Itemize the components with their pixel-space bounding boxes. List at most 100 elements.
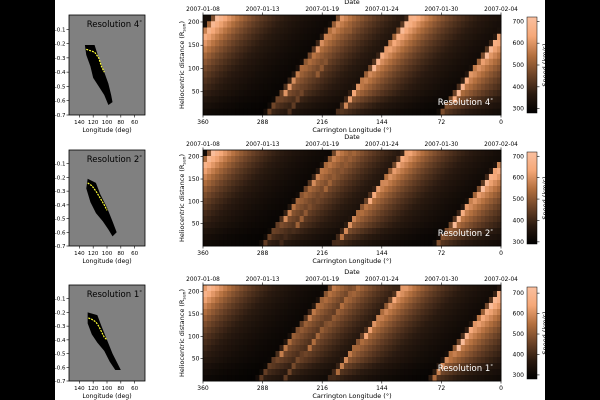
heatmap-cell <box>372 291 377 298</box>
heatmap-cell <box>215 102 220 110</box>
heatmap-cell <box>271 15 276 22</box>
heatmap-cell <box>372 174 377 181</box>
heatmap-cell <box>235 351 240 358</box>
heatmap-cell <box>352 52 357 60</box>
heatmap-cell <box>215 321 220 328</box>
x-tick-label: 100 <box>102 120 113 126</box>
heatmap-cell <box>299 222 305 229</box>
heatmap-cell <box>360 216 365 223</box>
x-tick-label: 60 <box>131 386 138 392</box>
heatmap-cell <box>343 285 349 292</box>
heatmap-cell <box>360 33 365 41</box>
heatmap-cell <box>464 240 470 247</box>
heatmap-cell <box>476 285 482 292</box>
heatmap-cell <box>400 150 405 157</box>
heatmap-cell <box>207 321 212 328</box>
heatmap-cell <box>388 291 393 298</box>
heatmap-cell <box>484 315 490 322</box>
heatmap-cell <box>319 198 325 205</box>
heatmap-cell <box>424 345 429 352</box>
heatmap-cell <box>275 234 280 241</box>
heatmap-cell <box>323 315 329 322</box>
heatmap-cell <box>456 40 462 47</box>
heatmap-cell <box>331 71 337 78</box>
heatmap-cell <box>275 96 280 103</box>
heatmap-cell <box>211 309 216 316</box>
heatmap-cell <box>452 174 458 181</box>
heatmap-cell <box>392 291 397 298</box>
heatmap-cell <box>496 375 502 382</box>
heatmap-cell <box>339 83 345 91</box>
heatmap-cell <box>335 345 341 352</box>
heatmap-cell <box>364 333 369 340</box>
heatmap-cell <box>384 333 389 340</box>
heatmap-cell <box>323 96 329 103</box>
heatmap-cell <box>239 222 244 229</box>
heatmap-cell <box>436 46 441 53</box>
heatmap-cell <box>219 228 224 235</box>
heatmap-cell <box>227 315 232 322</box>
heatmap-cell <box>299 327 305 334</box>
heatmap-cell <box>319 369 325 376</box>
heatmap-cell <box>440 102 446 110</box>
heatmap-cell <box>247 240 252 247</box>
heatmap-cell <box>360 58 365 66</box>
heatmap-cell <box>347 168 353 175</box>
heatmap-cell <box>307 180 313 187</box>
heatmap-cell <box>444 297 450 304</box>
heatmap-cell <box>448 168 454 175</box>
heatmap-cell <box>492 58 498 66</box>
heatmap-cell <box>428 351 433 358</box>
heatmap-cell <box>360 345 365 352</box>
heatmap-cell <box>251 15 256 22</box>
heatmap-cell <box>271 375 276 382</box>
heatmap-cell <box>279 345 284 352</box>
heatmap-cell <box>227 339 232 346</box>
heatmap-cell <box>468 77 474 85</box>
heatmap-cell <box>323 375 329 382</box>
heatmap-cell <box>380 210 385 217</box>
heatmap-cell <box>364 363 369 370</box>
heatmap-cell <box>275 192 280 199</box>
heatmap-cell <box>472 174 478 181</box>
heatmap-cell <box>287 192 292 199</box>
heatmap-cell <box>428 83 433 91</box>
heatmap-cell <box>315 333 321 340</box>
heatmap-cell <box>452 58 458 66</box>
heatmap-cell <box>271 71 276 78</box>
heatmap-cell <box>360 291 365 298</box>
heatmap-cell <box>464 27 470 35</box>
heatmap-cell <box>492 21 498 28</box>
heatmap-cell <box>255 210 260 217</box>
heatmap-cell <box>271 58 276 66</box>
heatmap-cell <box>364 108 369 116</box>
heatmap-cell <box>275 285 280 292</box>
heatmap-cell <box>392 46 397 53</box>
heatmap-cell <box>396 27 401 35</box>
heatmap-cell <box>448 297 454 304</box>
heatmap-cell <box>384 83 389 91</box>
heatmap-cell <box>263 150 268 157</box>
heatmap-cell <box>480 234 486 241</box>
heatmap-cell <box>307 375 313 382</box>
heatmap-cell <box>247 77 252 85</box>
heatmap-cell <box>315 204 321 211</box>
heatmap-cell <box>488 210 494 217</box>
heatmap-cell <box>279 46 284 53</box>
heatmap-cell <box>335 46 341 53</box>
heatmap-cell <box>259 240 264 247</box>
heatmap-cell <box>436 369 441 376</box>
heatmap-cell <box>295 234 301 241</box>
heatmap-cell <box>360 52 365 60</box>
heatmap-cell <box>448 21 454 28</box>
heatmap-cell <box>352 168 357 175</box>
date-tick-label: 2007-01-24 <box>365 142 399 148</box>
heatmap-cell <box>335 174 341 181</box>
heatmap-cell <box>283 96 288 103</box>
date-tick-label: 2007-01-13 <box>246 277 280 283</box>
heatmap-cell <box>436 162 441 169</box>
heatmap-cell <box>335 309 341 316</box>
heatmap-cell <box>488 33 494 41</box>
heatmap-cell <box>404 291 409 298</box>
heatmap-cell <box>303 192 309 199</box>
